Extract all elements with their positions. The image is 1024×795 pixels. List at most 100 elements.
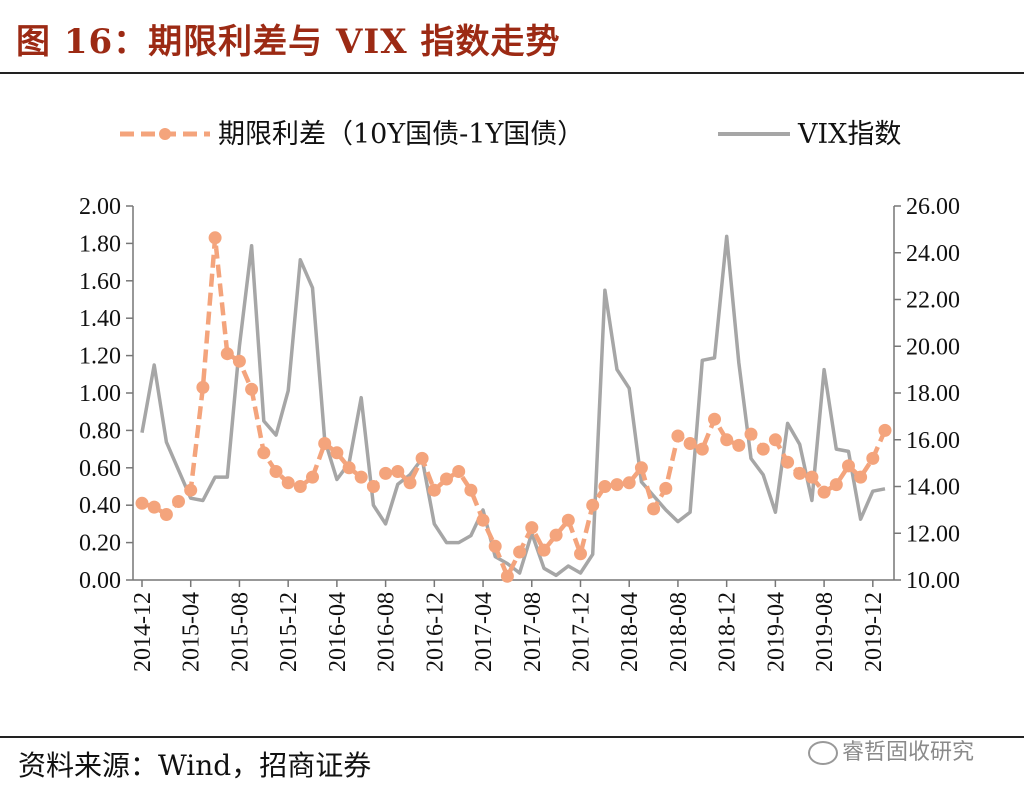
term-spread-point	[695, 442, 709, 456]
y-left-tick-label: 1.40	[79, 306, 121, 332]
term-spread-point	[634, 461, 648, 475]
term-spread-point	[366, 480, 380, 493]
series-vix	[140, 234, 886, 578]
y-right-tick-label: 20.00	[906, 334, 960, 360]
y-left-tick-label: 0.60	[79, 456, 121, 482]
term-spread-point	[184, 483, 198, 497]
y-left-tick-label: 0.00	[79, 568, 121, 594]
term-spread-point	[732, 438, 746, 452]
term-spread-point	[683, 437, 697, 450]
x-tick-label: 2018-12	[715, 592, 741, 672]
x-tick-label: 2016-08	[374, 592, 400, 672]
term-spread-point	[829, 478, 843, 492]
term-spread-point	[525, 521, 539, 535]
term-spread-point	[135, 496, 149, 510]
term-spread-point	[708, 412, 721, 426]
term-spread-point	[768, 433, 782, 447]
term-spread-point	[452, 465, 466, 478]
term-spread-point	[866, 451, 880, 465]
term-spread-point	[781, 455, 795, 469]
term-spread-point	[647, 502, 661, 516]
x-tick-label: 2019-08	[812, 592, 838, 672]
term-spread-point	[196, 380, 210, 394]
term-spread-point	[488, 539, 502, 553]
term-spread-point	[500, 569, 514, 583]
term-spread-point	[245, 382, 259, 396]
term-spread-point	[318, 437, 332, 450]
term-spread-point	[561, 513, 575, 527]
term-spread-point	[574, 547, 587, 561]
term-spread-point	[391, 465, 405, 478]
y-left-tick-label: 0.40	[79, 493, 121, 519]
axes: 0.00 0.20 0.40 0.60 0.80 1.00 1.20 1.40 1.60 1.80…	[79, 194, 960, 672]
term-spread-point	[513, 545, 527, 559]
legend-item-vix: VIX指数	[718, 119, 901, 150]
term-spread-point	[744, 427, 758, 441]
source-note: 资料来源：Wind，招商证券	[18, 749, 372, 782]
x-tick-label: 2017-08	[520, 592, 546, 672]
title-divider	[0, 72, 1024, 74]
x-tick-label: 2014-12	[130, 592, 156, 672]
vix-line	[140, 234, 886, 578]
y-left-tick-label: 2.00	[79, 194, 121, 220]
source-divider	[0, 736, 1024, 738]
term-spread-point	[379, 466, 393, 480]
y-right-tick-label: 12.00	[906, 521, 960, 547]
x-tick-label: 2019-12	[861, 592, 887, 672]
x-tick-label: 2015-04	[179, 592, 205, 672]
legend-label-term-spread: 期限利差（10Y国债-1Y国债）	[218, 119, 584, 150]
term-spread-point	[354, 470, 368, 484]
term-spread-point	[172, 495, 185, 508]
y-left-tick-label: 1.00	[79, 381, 121, 407]
watermark-text: 睿哲固收研究	[842, 740, 975, 765]
watermark: 睿哲固收研究	[808, 734, 974, 766]
y-left-tick-label: 1.60	[79, 269, 121, 295]
term-spread-point	[232, 354, 246, 368]
x-tick-label: 2019-04	[763, 592, 789, 672]
term-spread-point	[854, 470, 868, 484]
y-right-tick-label: 22.00	[906, 288, 960, 314]
term-spread-point	[586, 498, 600, 512]
term-spread-point	[342, 461, 356, 475]
term-spread-point	[403, 476, 417, 490]
term-spread-point	[549, 528, 563, 542]
term-spread-point	[415, 451, 429, 465]
wechat-icon	[808, 741, 838, 765]
series-term-spread	[135, 231, 892, 583]
x-tick-label: 2017-12	[568, 592, 594, 672]
term-spread-point	[622, 476, 636, 490]
y-right-tick-label: 24.00	[906, 241, 960, 267]
term-spread-point	[610, 478, 624, 492]
term-spread-point	[842, 459, 855, 473]
term-spread-point	[220, 347, 234, 361]
legend-label-vix: VIX指数	[797, 119, 901, 150]
term-spread-point	[817, 485, 831, 499]
term-spread-point	[427, 483, 441, 497]
y-right-tick-label: 14.00	[906, 475, 960, 501]
y-right-tick-label: 10.00	[906, 568, 960, 594]
term-spread-point	[598, 480, 612, 493]
y-left-tick-label: 0.20	[79, 531, 121, 557]
term-spread-point	[293, 480, 307, 493]
term-spread-point	[281, 476, 295, 490]
term-spread-point	[330, 446, 344, 460]
x-tick-label: 2018-04	[617, 592, 643, 672]
y-left-tick-label: 0.80	[79, 418, 121, 444]
legend-item-term-spread: 期限利差（10Y国债-1Y国债）	[120, 119, 584, 150]
y-left-tick-label: 1.80	[79, 231, 121, 257]
x-tick-label: 2017-04	[471, 592, 497, 672]
term-spread-point	[440, 472, 453, 486]
chart-svg: 期限利差（10Y国债-1Y国债） VIX指数 0.00 0.20 0.40 0.60 0…	[79, 119, 960, 672]
x-tick-label: 2015-12	[276, 592, 302, 672]
term-spread-point	[147, 500, 161, 514]
term-spread-point	[671, 429, 685, 443]
term-spread-point	[257, 446, 271, 460]
term-spread-point	[464, 483, 478, 497]
term-spread-point	[159, 508, 173, 521]
x-tick-label: 2018-08	[666, 592, 692, 672]
chart-title: 图 16：期限利差与 VIX 指数走势	[16, 22, 561, 62]
term-spread-point	[720, 433, 734, 447]
term-spread-point	[659, 481, 673, 495]
term-spread-point	[476, 513, 490, 527]
x-tick-label: 2016-12	[422, 592, 448, 672]
